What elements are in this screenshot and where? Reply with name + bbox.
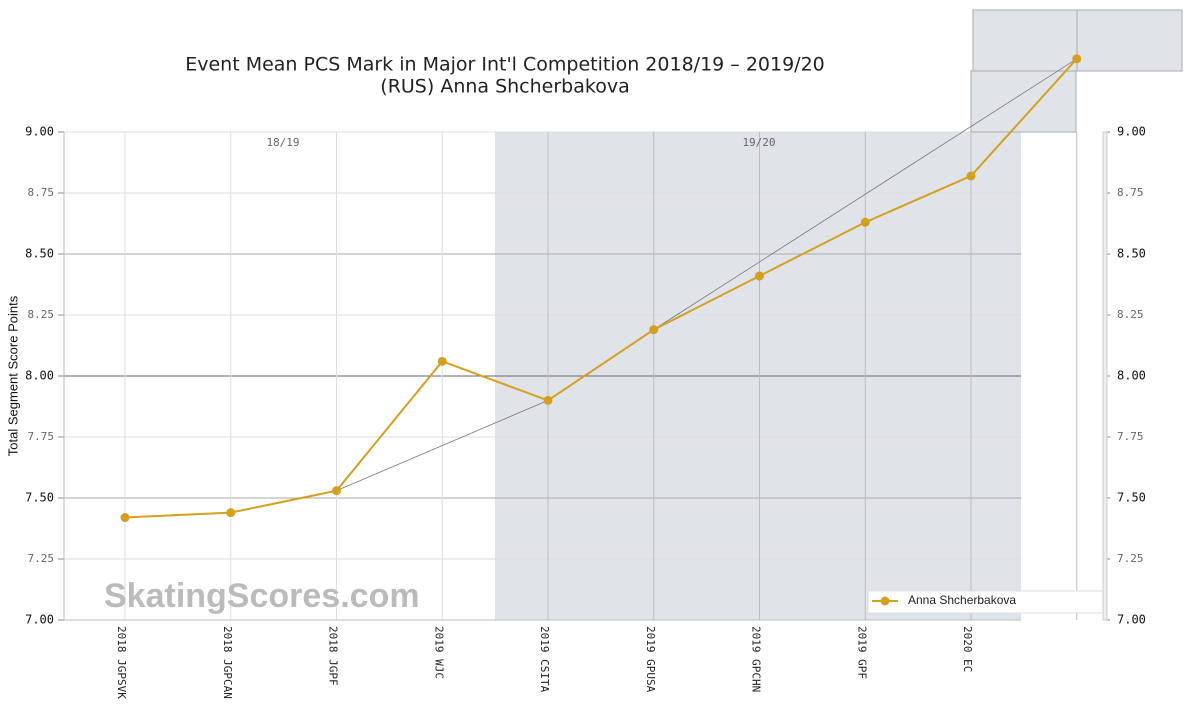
- series-line: [124, 58, 1078, 519]
- y2-tick-label: 8.75: [1117, 186, 1144, 199]
- data-point: [1072, 54, 1082, 64]
- y2-tick-label: 9.00: [1117, 125, 1146, 139]
- data-point: [120, 513, 130, 523]
- y-axis-label: Total Segment Score Points: [5, 295, 20, 456]
- y2-tick-label: 8.50: [1117, 247, 1146, 261]
- y-tick-label: 9.00: [25, 125, 54, 139]
- y2-tick-label: 7.75: [1117, 430, 1144, 443]
- data-point: [543, 395, 553, 405]
- data-point: [332, 486, 341, 496]
- y2-tick-label: 7.00: [1117, 613, 1146, 627]
- y2-tick-label: 7.25: [1117, 552, 1144, 565]
- y-tick-label: 7.25: [28, 552, 55, 565]
- y-tick-label: 8.25: [28, 308, 55, 321]
- watermark: SkatingScores.com: [104, 577, 420, 615]
- x-tick-label: 2018 JGPSVK: [115, 626, 128, 699]
- x-tick-label: 2020 EC: [961, 626, 974, 672]
- y-tick-label: 8.00: [25, 369, 54, 383]
- data-point: [966, 171, 976, 181]
- overlay-box: [970, 70, 1077, 133]
- x-tick-label: 2019 GPUSA: [644, 626, 657, 693]
- data-point: [226, 508, 236, 518]
- x-tick-label: 2019 GPCHN: [750, 626, 763, 692]
- y2-tick-label: 7.50: [1117, 491, 1146, 505]
- y-tick-label: 7.00: [25, 613, 54, 627]
- data-point: [860, 217, 870, 227]
- x-tick-label: 2019 WJC: [432, 626, 445, 679]
- x-tick-label: 2018 JGPF: [327, 626, 340, 686]
- y2-tick-label: 8.00: [1117, 369, 1146, 383]
- legend-label: Anna Shcherbakova: [908, 593, 1016, 607]
- y-tick-label: 8.50: [25, 247, 54, 261]
- chart-subtitle: (RUS) Anna Shcherbakova: [380, 76, 629, 98]
- data-point: [437, 356, 447, 366]
- chart-title: Event Mean PCS Mark in Major Int'l Compe…: [185, 54, 825, 76]
- y2-axis: [1102, 131, 1108, 621]
- y2-tick-label: 8.25: [1117, 308, 1144, 321]
- y-tick-label: 7.75: [28, 430, 55, 443]
- data-point: [649, 325, 659, 335]
- season-label: 18/19: [266, 136, 299, 149]
- x-tick-label: 2019 GPF: [855, 626, 868, 679]
- data-point: [755, 271, 764, 281]
- y-tick-label: 8.75: [28, 186, 55, 199]
- season-label: 19/20: [742, 136, 775, 149]
- legend-marker: [880, 596, 890, 606]
- x-tick-label: 2018 JGPCAN: [221, 626, 234, 699]
- x-tick-label: 2019 CSITA: [538, 626, 551, 693]
- y-tick-label: 7.50: [25, 491, 54, 505]
